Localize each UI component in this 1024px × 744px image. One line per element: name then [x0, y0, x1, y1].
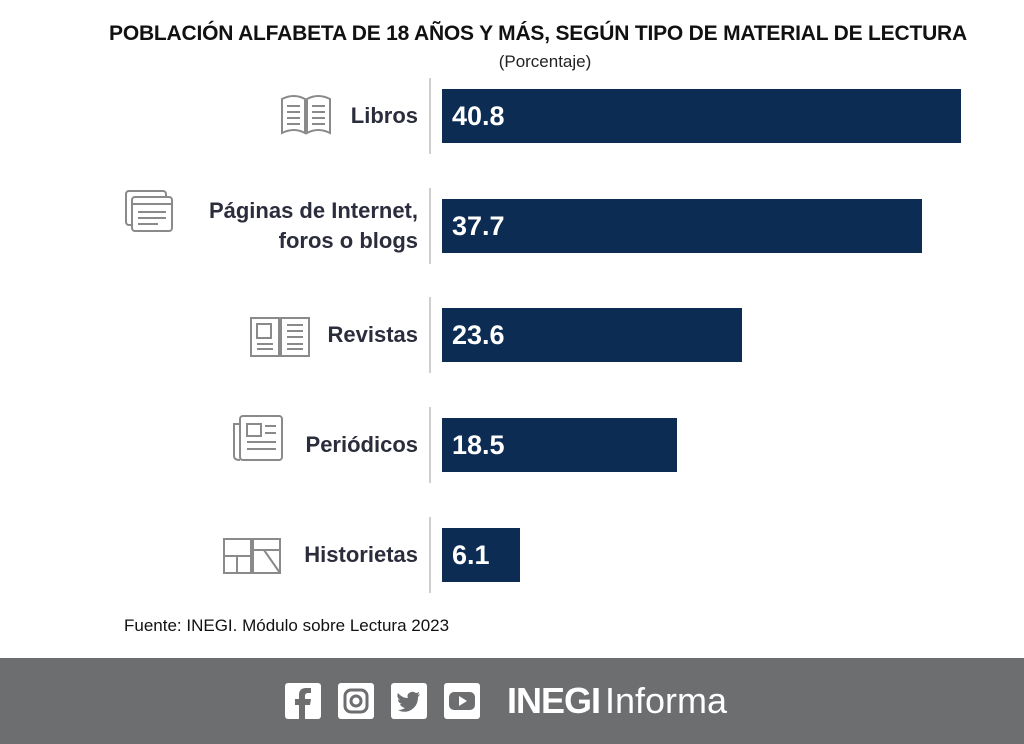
category-label: Historietas [304, 542, 418, 567]
value-label: 23.6 [452, 320, 505, 350]
bar [442, 528, 520, 582]
category-label: Periódicos [305, 432, 418, 457]
instagram-icon[interactable] [338, 683, 374, 719]
value-label: 6.1 [452, 540, 490, 570]
row-separator [429, 188, 431, 264]
category-label: Revistas [327, 322, 418, 347]
value-label: 37.7 [452, 211, 505, 241]
row-separator [429, 407, 431, 483]
footer: INEGI Informa [0, 658, 1024, 744]
row-separator [429, 517, 431, 593]
category-label: Libros [350, 103, 418, 128]
brand: Informa [605, 680, 728, 721]
row-separator [429, 297, 431, 373]
row-separator [429, 78, 431, 154]
magazine-icon [250, 317, 310, 357]
chart-subtitle: (Porcentaje) [498, 52, 592, 71]
bar [442, 308, 743, 362]
web-icon [125, 190, 173, 232]
category-label: Páginas de Internet, foros o blogs [208, 198, 418, 253]
twitter-icon[interactable] [391, 683, 427, 719]
book-icon [281, 95, 331, 135]
youtube-icon[interactable] [444, 683, 480, 719]
bar [442, 199, 922, 253]
value-label: 18.5 [452, 430, 505, 460]
newspaper-icon [233, 415, 283, 461]
source-note: Fuente: INEGI. Módulo sobre Lectura 2023 [124, 616, 450, 635]
facebook-icon[interactable] [285, 683, 321, 719]
brand-bold: INEGI [507, 680, 601, 721]
bar [442, 418, 678, 472]
value-label: 40.8 [452, 101, 505, 131]
bar [442, 89, 961, 143]
chart-title: POBLACIÓN ALFABETA DE 18 AÑOS Y MÁS, SEG… [109, 22, 967, 45]
comic-icon [223, 538, 281, 574]
